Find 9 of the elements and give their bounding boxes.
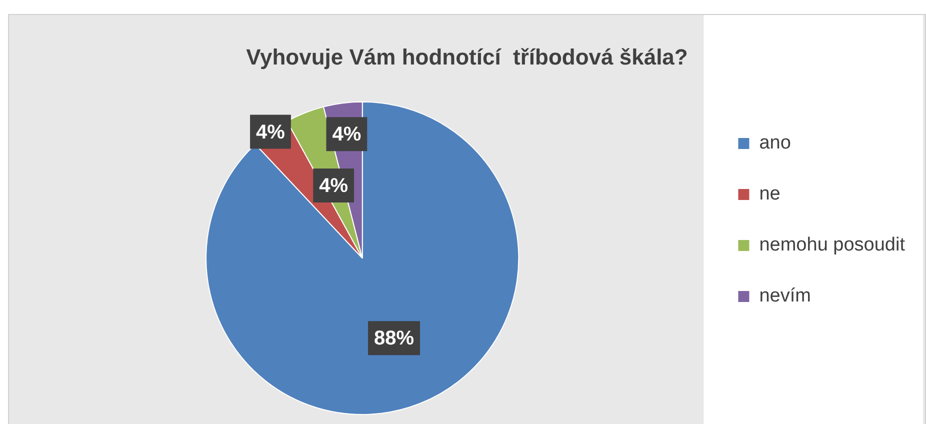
legend-label: nevím <box>759 286 811 307</box>
text: Vyhovuje Vám hodnotící tříbodová škála? <box>246 44 688 70</box>
data-label: 88% <box>374 328 414 350</box>
data-label: 4% <box>332 124 362 146</box>
data-label: 4% <box>256 121 286 144</box>
data-label: 4% <box>319 175 348 198</box>
legend-label: ne <box>759 184 780 205</box>
legend-label: ano <box>759 132 791 154</box>
legend-label: nemohu posoudit <box>759 234 906 256</box>
